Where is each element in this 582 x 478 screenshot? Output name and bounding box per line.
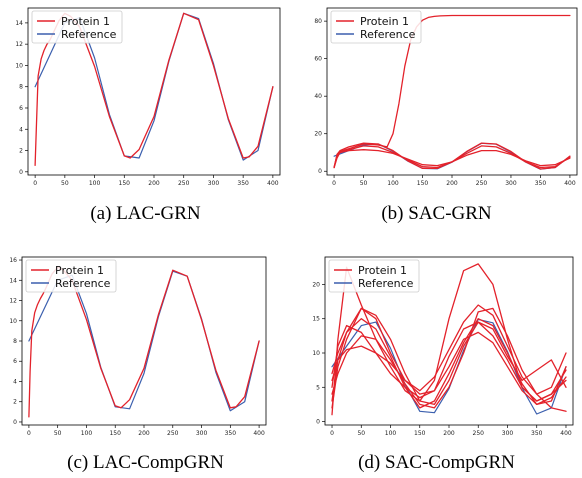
x-tick-label: 400 [267,180,279,187]
x-tick-label: 250 [476,180,488,187]
protein-series-line [34,12,274,167]
x-tick-label: 250 [178,180,190,187]
y-tick-label: 8 [13,338,17,345]
protein-series-line [331,324,567,406]
x-tick-label: 250 [473,430,485,437]
protein-series-line [331,318,567,409]
panel-d: 0 50 100 150 200 250 300 350 400 0 5 10 15 20 Protein … [291,248,582,478]
x-tick-label: 350 [225,430,237,437]
legend-protein-label: Protein 1 [358,264,407,277]
x-tick-label: 100 [387,180,399,187]
x-tick-label: 150 [417,180,429,187]
x-tick-label: 350 [535,180,547,187]
x-tick-label: 150 [119,180,131,187]
x-tick-label: 50 [360,180,368,187]
legend-reference-label: Reference [61,28,117,41]
y-tick-label: 20 [312,281,320,288]
x-tick-label: 400 [564,180,576,187]
y-tick-label: 4 [19,126,23,133]
y-tick-label: 14 [9,277,17,284]
x-tick-label: 50 [54,430,62,437]
x-tick-label: 0 [33,180,37,187]
panel-b: 0 50 100 150 200 250 300 350 400 0 20 40 60 80 Protein… [291,0,582,230]
x-tick-label: 300 [196,430,208,437]
legend-reference-label: Reference [360,28,416,41]
chart-b: 0 50 100 150 200 250 300 350 400 0 20 40 60 80 Protein… [314,7,578,187]
caption-c: (c) LAC-CompGRN [67,452,224,473]
y-tick-label: 0 [318,168,322,175]
y-tick-label: 2 [19,148,23,155]
x-tick-label: 250 [167,430,179,437]
legend-reference-label: Reference [358,277,414,290]
y-tick-label: 14 [15,20,23,27]
y-tick-label: 60 [314,56,322,63]
x-tick-label: 100 [81,430,93,437]
chart-d: 0 50 100 150 200 250 300 350 400 0 5 10 15 20 Protein … [312,256,574,437]
x-tick-label: 100 [385,430,397,437]
legend-box [25,259,117,293]
x-tick-label: 150 [414,430,426,437]
x-tick-label: 200 [446,180,458,187]
protein-series-line [28,266,260,418]
x-tick-label: 350 [237,180,249,187]
x-tick-label: 150 [109,430,121,437]
x-tick-label: 400 [560,430,572,437]
y-tick-label: 0 [19,169,23,176]
chart-c: 0 50 100 150 200 250 300 350 400 0 2 4 6 8 10 12 14 16 Pro… [9,256,267,437]
panel-c: 0 50 100 150 200 250 300 350 400 0 2 4 6 8 10 12 14 16 Pro… [0,248,291,478]
y-tick-label: 8 [19,84,23,91]
protein-series-line [331,307,567,412]
caption-b: (b) SAC-GRN [381,203,492,224]
y-tick-label: 20 [314,131,322,138]
x-tick-label: 0 [27,430,31,437]
x-tick-label: 200 [148,180,160,187]
caption-a: (a) LAC-GRN [90,203,201,224]
chart-a: 0 50 100 150 200 250 300 350 400 0 2 4 6 8 10 12 14 Prote… [15,7,281,187]
x-tick-label: 100 [89,180,101,187]
x-tick-label: 200 [443,430,455,437]
x-tick-label: 300 [505,180,517,187]
x-tick-label: 300 [502,430,514,437]
y-tick-label: 40 [314,93,322,100]
y-tick-label: 10 [15,62,23,69]
y-tick-label: 4 [13,378,17,385]
y-tick-label: 10 [9,318,17,325]
legend-protein-label: Protein 1 [61,15,110,28]
x-tick-label: 350 [531,430,543,437]
legend-box [328,259,420,293]
legend-reference-label: Reference [55,277,111,290]
y-tick-label: 6 [19,105,23,112]
y-tick-label: 2 [13,399,17,406]
y-tick-label: 80 [314,18,322,25]
y-tick-label: 12 [9,298,17,305]
protein-series-line [331,307,567,406]
y-tick-label: 6 [13,358,17,365]
x-tick-label: 50 [61,180,69,187]
legend-box [330,10,422,44]
protein-series-line [331,321,567,402]
legend-box [31,10,123,44]
x-tick-label: 400 [253,430,265,437]
x-tick-label: 200 [138,430,150,437]
y-tick-label: 0 [13,419,17,426]
y-tick-label: 12 [15,41,23,48]
protein-series-line [333,149,571,169]
legend-protein-label: Protein 1 [55,264,104,277]
x-tick-label: 300 [208,180,220,187]
x-tick-label: 50 [357,430,365,437]
y-tick-label: 15 [312,316,320,323]
y-tick-label: 5 [316,384,320,391]
caption-d: (d) SAC-CompGRN [358,452,515,473]
x-tick-label: 0 [332,180,336,187]
panel-a: 0 50 100 150 200 250 300 350 400 0 2 4 6 8 10 12 14 Prote… [0,0,291,230]
legend-protein-label: Protein 1 [360,15,409,28]
protein-series-line [333,142,571,170]
y-tick-label: 16 [9,257,17,264]
reference-series-line [331,318,567,415]
y-tick-label: 10 [312,350,320,357]
y-tick-label: 0 [316,419,320,426]
x-tick-label: 0 [330,430,334,437]
